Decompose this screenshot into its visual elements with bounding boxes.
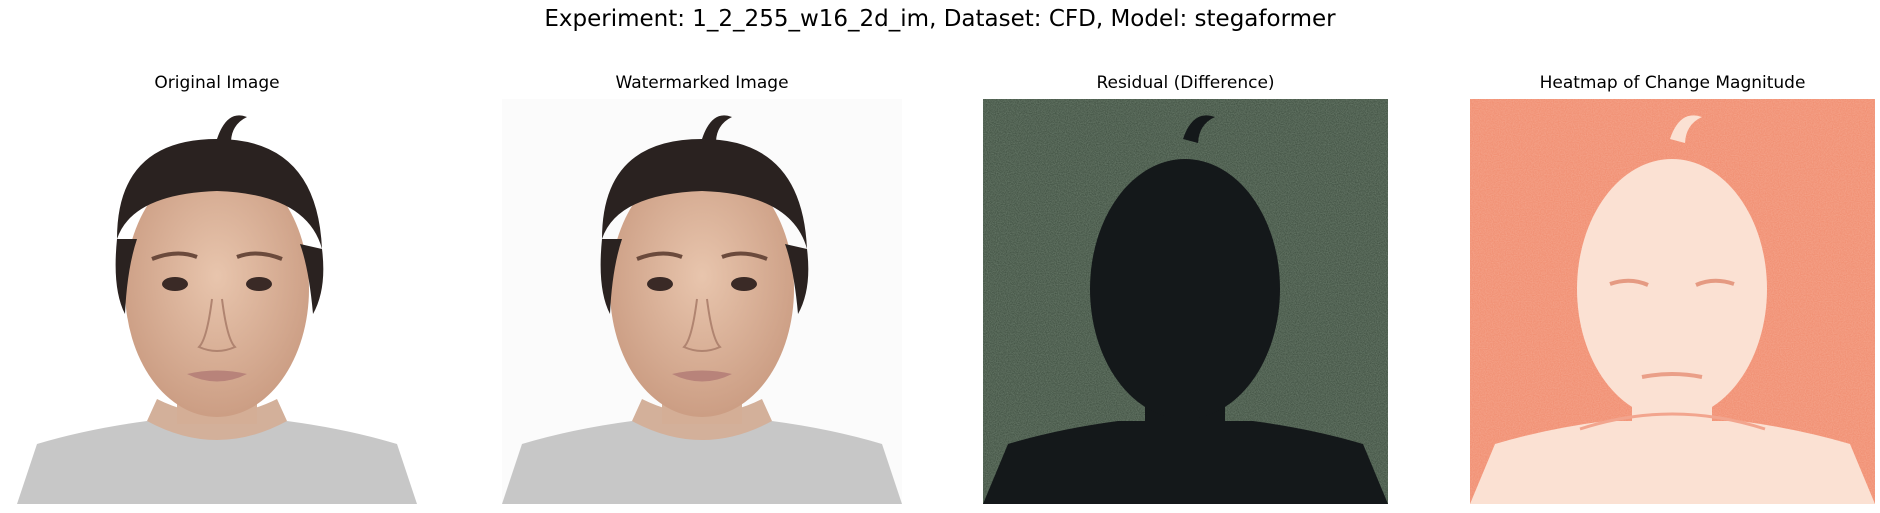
heatmap-image <box>1470 99 1875 504</box>
panel-title-residual: Residual (Difference) <box>1096 73 1275 93</box>
panel-title-original: Original Image <box>154 73 280 93</box>
residual-image <box>983 99 1388 504</box>
panel-title-watermarked: Watermarked Image <box>615 73 789 93</box>
figure-title: Experiment: 1_2_255_w16_2d_im, Dataset: … <box>544 6 1336 32</box>
panel-title-heatmap: Heatmap of Change Magnitude <box>1539 73 1806 93</box>
original-image <box>17 99 417 504</box>
watermarked-image <box>502 99 902 504</box>
